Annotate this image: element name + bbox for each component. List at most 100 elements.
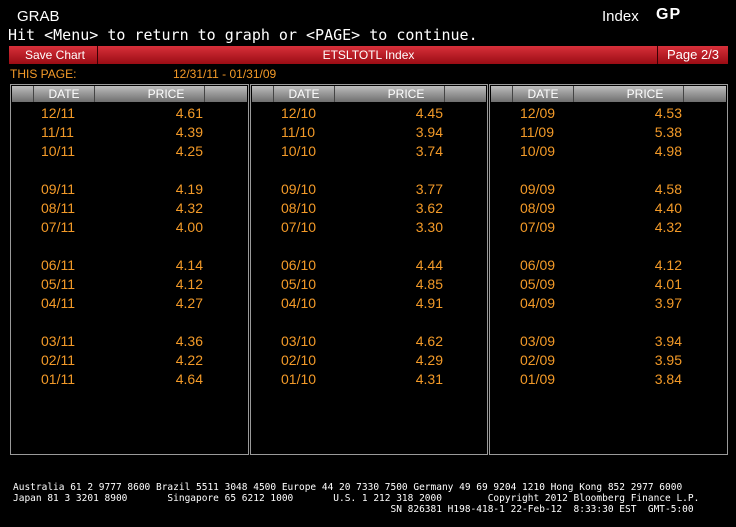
toolbar: ETSLTOTL Index Save Chart Page 2/3 [9,46,728,64]
row-price: 4.62 [415,333,443,349]
row-date: 06/09 [520,257,556,273]
row-price: 4.25 [175,143,203,159]
row-date: 10/11 [41,143,75,159]
row-price: 4.29 [415,352,443,368]
row-price: 4.53 [654,105,682,121]
row-date: 10/09 [520,143,556,159]
row-price: 3.30 [415,219,443,235]
table-row: 02/09 3.95 [490,351,727,370]
price-column-panel-1: DATE PRICE 12/11 4.61 11/11 4.39 10/11 4.25 09… [10,84,249,455]
table-row: 12/09 4.53 [490,104,727,123]
table-row: 10/11 4.25 [11,142,248,161]
table-row: 05/11 4.12 [11,275,248,294]
row-price: 4.36 [175,333,203,349]
date-header: DATE [273,86,335,102]
row-price: 4.98 [654,143,682,159]
row-date: 03/10 [281,333,317,349]
table-row: 05/09 4.01 [490,275,727,294]
row-price: 4.40 [654,200,682,216]
price-header: PRICE [368,86,445,102]
row-price: 3.95 [654,352,682,368]
table-row: 08/09 4.40 [490,199,727,218]
row-price: 3.97 [654,295,682,311]
grab-label: GRAB [17,8,60,25]
date-header: DATE [33,86,95,102]
row-price: 4.61 [175,105,203,121]
row-price: 3.77 [415,181,443,197]
row-price: 3.62 [415,200,443,216]
row-price: 4.85 [415,276,443,292]
table-row: 04/09 3.97 [490,294,727,313]
table-row: 08/10 3.62 [251,199,487,218]
price-column-panel-2: DATE PRICE 12/10 4.45 11/10 3.94 10/10 3.74 09… [250,84,488,455]
table-row: 01/09 3.84 [490,370,727,389]
function-code: GP [656,6,682,23]
table-row: 10/09 4.98 [490,142,727,161]
table-row: 06/10 4.44 [251,256,487,275]
this-page-label: THIS PAGE: [10,67,77,81]
ticker-title: ETSLTOTL Index [322,48,415,62]
footer-line: Australia 61 2 9777 8600 Brazil 5511 304… [13,482,683,493]
row-date: 08/09 [520,200,556,216]
row-price: 4.44 [415,257,443,273]
row-date: 04/11 [41,295,75,311]
row-date: 09/10 [281,181,317,197]
table-row: 12/11 4.61 [11,104,248,123]
price-header: PRICE [607,86,684,102]
security-type-label: Index [602,8,639,25]
row-date: 05/09 [520,276,556,292]
row-date: 02/09 [520,352,556,368]
save-chart-button[interactable]: Save Chart [13,46,98,64]
navigation-hint: Hit <Menu> to return to graph or <PAGE> … [8,26,478,44]
row-date: 04/09 [520,295,556,311]
row-price: 3.94 [415,124,443,140]
row-price: 5.38 [654,124,682,140]
table-row: 04/11 4.27 [11,294,248,313]
row-date: 01/10 [281,371,317,387]
row-price: 4.39 [175,124,203,140]
footer-contacts: Australia 61 2 9777 8600 Brazil 5511 304… [13,482,699,515]
table-row: 09/09 4.58 [490,180,727,199]
table-row: 07/09 4.32 [490,218,727,237]
row-date: 11/11 [41,124,74,140]
row-date: 11/09 [520,124,554,140]
price-column-panel-3: DATE PRICE 12/09 4.53 11/09 5.38 10/09 4.98 09… [489,84,728,455]
table-row: 03/10 4.62 [251,332,487,351]
row-date: 09/11 [41,181,75,197]
row-date: 06/10 [281,257,317,273]
row-date: 10/10 [281,143,317,159]
table-row: 11/10 3.94 [251,123,487,142]
row-date: 01/09 [520,371,556,387]
row-price: 4.32 [654,219,682,235]
row-date: 12/10 [281,105,317,121]
table-row: 07/11 4.00 [11,218,248,237]
row-price: 4.45 [415,105,443,121]
row-price: 4.14 [175,257,203,273]
row-date: 12/11 [41,105,75,121]
table-row: 03/09 3.94 [490,332,727,351]
table-row: 08/11 4.32 [11,199,248,218]
row-price: 4.58 [654,181,682,197]
row-date: 02/11 [41,352,75,368]
row-price: 3.84 [654,371,682,387]
table-row: 02/11 4.22 [11,351,248,370]
table-row: 02/10 4.29 [251,351,487,370]
table-row: 09/10 3.77 [251,180,487,199]
date-range: 12/31/11 - 01/31/09 [173,67,277,81]
row-price: 3.74 [415,143,443,159]
price-header: PRICE [128,86,205,102]
row-price: 4.12 [654,257,682,273]
table-row: 06/11 4.14 [11,256,248,275]
row-price: 4.22 [175,352,203,368]
row-date: 07/10 [281,219,317,235]
row-price: 4.64 [175,371,203,387]
date-header: DATE [512,86,574,102]
row-date: 05/11 [41,276,75,292]
row-date: 05/10 [281,276,317,292]
page-indicator[interactable]: Page 2/3 [657,46,728,64]
row-date: 04/10 [281,295,317,311]
row-price: 4.01 [654,276,682,292]
table-row: 09/11 4.19 [11,180,248,199]
row-date: 07/11 [41,219,75,235]
table-row: 01/10 4.31 [251,370,487,389]
